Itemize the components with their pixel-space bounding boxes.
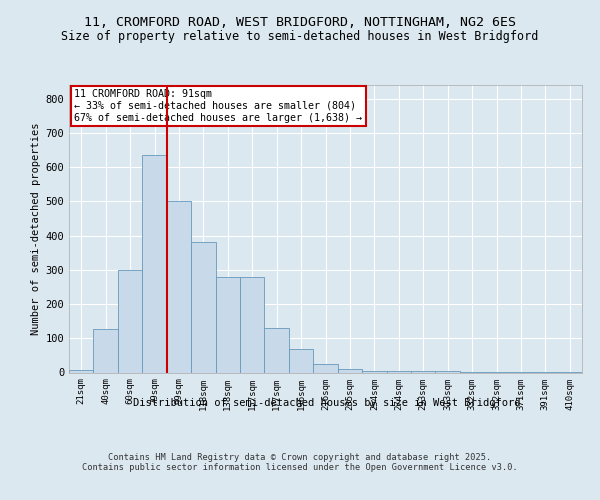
Text: Distribution of semi-detached houses by size in West Bridgford: Distribution of semi-detached houses by … (133, 398, 521, 407)
Bar (362, 371, 386, 372)
Bar (142, 155, 167, 372)
Bar (69, 370, 94, 372)
Y-axis label: Number of semi-detached properties: Number of semi-detached properties (31, 122, 41, 335)
Bar (386, 371, 411, 372)
Bar (94, 328, 118, 372)
Text: 11, CROMFORD ROAD, WEST BRIDGFORD, NOTTINGHAM, NG2 6ES: 11, CROMFORD ROAD, WEST BRIDGFORD, NOTTI… (84, 16, 516, 29)
Text: 11 CROMFORD ROAD: 91sqm
← 33% of semi-detached houses are smaller (804)
67% of s: 11 CROMFORD ROAD: 91sqm ← 33% of semi-de… (74, 90, 362, 122)
Bar (191, 242, 215, 372)
Bar (313, 364, 338, 372)
Text: Contains HM Land Registry data © Crown copyright and database right 2025.
Contai: Contains HM Land Registry data © Crown c… (82, 453, 518, 472)
Bar (289, 348, 313, 372)
Bar (338, 369, 362, 372)
Bar (240, 278, 265, 372)
Bar (167, 202, 191, 372)
Bar (118, 270, 142, 372)
Bar (265, 328, 289, 372)
Text: Size of property relative to semi-detached houses in West Bridgford: Size of property relative to semi-detach… (61, 30, 539, 43)
Bar (215, 278, 240, 372)
